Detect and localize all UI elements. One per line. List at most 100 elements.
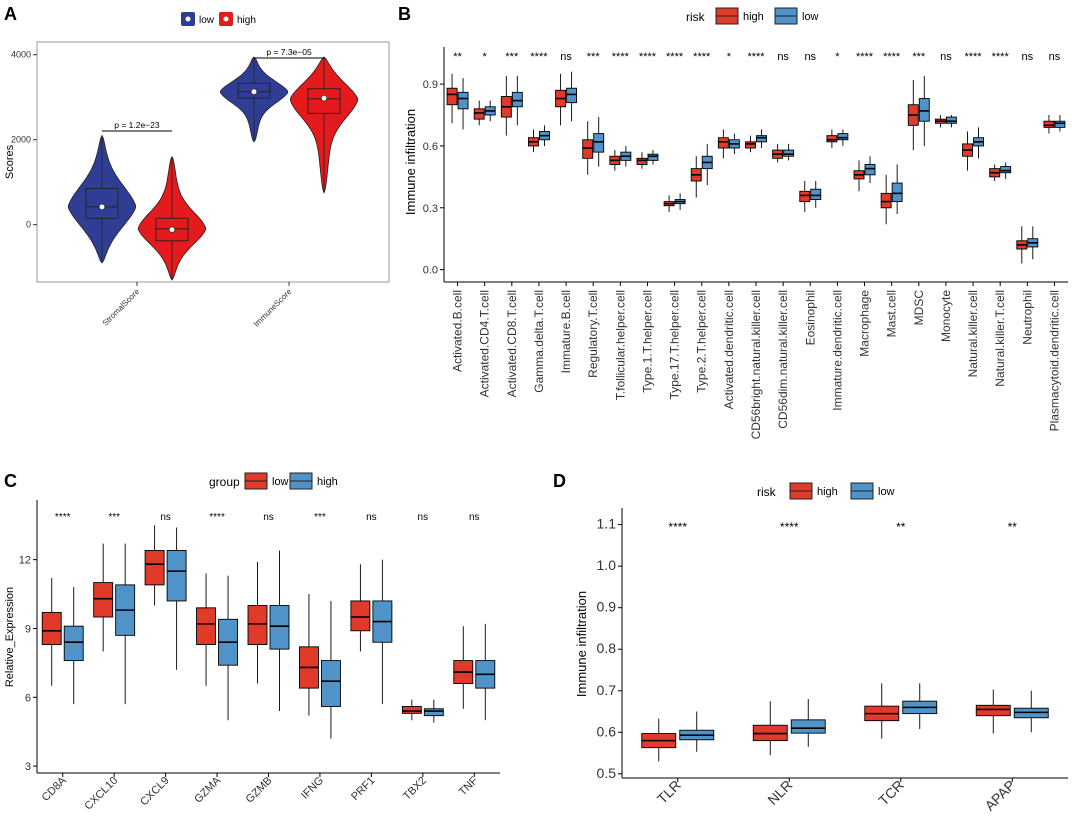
significance-label: ns: [560, 51, 572, 63]
violin-low-stromalscore: [67, 134, 136, 264]
box-low: [93, 582, 114, 618]
x-tick-label: Type.2.T.helper.cell: [695, 290, 709, 393]
significance-label: ****: [639, 51, 657, 63]
y-tick-label: 0.5: [597, 765, 617, 781]
panel-d-letter: D: [553, 471, 566, 491]
x-tick-label: Neutrophil: [1020, 290, 1034, 345]
x-tick-label: MDSC: [912, 290, 926, 326]
mean-point: [320, 94, 328, 102]
box-high: [269, 605, 290, 650]
panel-b-letter: B: [398, 4, 411, 24]
panel-c: Relative_Expression group low high 3 6 9 12…: [4, 472, 500, 813]
y-tick-label: 0.0: [423, 265, 438, 277]
box-outline: [155, 217, 189, 242]
legend-low-label: low: [272, 476, 289, 488]
y-tick-label: 0.9: [423, 79, 438, 91]
box-low: [401, 706, 422, 714]
x-tick-label: TLR: [654, 777, 684, 807]
x-tick-label: Natural.killer.T.cell: [993, 290, 1007, 387]
legend-low-label: low: [802, 11, 819, 23]
box-high: [320, 660, 341, 707]
significance-label: ****: [666, 51, 684, 63]
significance-label: **: [896, 520, 906, 534]
significance-label: ns: [940, 51, 952, 63]
significance-label: ****: [883, 51, 901, 63]
y-tick-label: 9: [25, 623, 31, 635]
x-tick-label: Immature.B.cell: [559, 290, 573, 373]
panel-a: Scores 0 2000 4000 StromalScore ImmuneScore p…: [4, 12, 390, 329]
x-tick-label: Macrophage: [858, 290, 872, 357]
x-tick-label: CXCL9: [138, 775, 172, 809]
x-tick-label: Monocyte: [939, 290, 953, 342]
panel-c-letter: C: [4, 471, 17, 491]
panel-c-ylabel: Relative_Expression: [4, 587, 16, 687]
y-tick-label: 2000: [11, 135, 31, 145]
significance-label: ****: [55, 512, 71, 523]
box-low: [810, 188, 822, 200]
y-tick-label: 4000: [11, 50, 31, 60]
y-tick-label: 0.8: [597, 640, 617, 656]
box-high: [636, 157, 648, 165]
x-tick-label: StromalScore: [101, 287, 142, 328]
box-high: [1043, 120, 1055, 128]
x-tick-label: CD56dim.natural.killer.cell: [776, 290, 790, 429]
box-high: [826, 135, 838, 143]
box-high: [473, 108, 485, 120]
significance-label: *: [835, 51, 840, 63]
box-low: [41, 611, 62, 645]
x-tick-label: GZMA: [192, 774, 223, 805]
significance-label: ****: [992, 51, 1010, 63]
significance-label: ****: [856, 51, 874, 63]
significance-label: ****: [612, 51, 630, 63]
x-tick-label: NLR: [764, 777, 795, 808]
mean-point: [98, 203, 106, 210]
legend-high-label: high: [237, 15, 256, 26]
x-tick-label: Activated.B.cell: [451, 290, 465, 372]
x-tick-label: Gamma.delta.T.cell: [532, 290, 546, 393]
significance-label: *: [483, 51, 488, 63]
box-low: [837, 133, 849, 141]
legend-high-label: high: [317, 476, 338, 488]
box-high: [717, 137, 729, 149]
panel-a-legend: low high: [181, 12, 256, 26]
panel-a-marks: 0 2000 4000 StromalScore ImmuneScore p = 1.2e…: [11, 47, 359, 329]
x-tick-label: Plasmacytoid.dendritic.cell: [1047, 290, 1061, 431]
x-tick-label: Natural.killer.cell: [966, 290, 980, 377]
box-high: [975, 704, 1011, 717]
x-tick-label: CD8A: [40, 774, 70, 804]
box-low: [783, 149, 795, 157]
x-tick-label: Mast.cell: [885, 290, 899, 337]
box-low: [756, 135, 767, 143]
box-high: [166, 550, 187, 602]
x-tick-label: Activated.CD4.T.cell: [478, 290, 492, 397]
box-low: [891, 182, 903, 203]
box-high: [446, 87, 458, 106]
significance-label: ****: [693, 51, 711, 63]
legend-high-label: high: [743, 11, 764, 23]
mean-point: [250, 88, 258, 95]
mean-point: [168, 226, 176, 233]
box-low: [945, 116, 957, 124]
y-tick-label: 1.0: [597, 557, 617, 573]
x-tick-label: Activated.dendritic.cell: [722, 290, 736, 409]
box-high: [880, 192, 892, 209]
significance-label: ****: [780, 520, 799, 534]
box-low: [864, 164, 876, 176]
box-low: [566, 87, 578, 104]
significance-label: **: [453, 51, 462, 63]
legend-low-label: low: [199, 15, 215, 26]
panel-b-ylabel: Immune infiltration: [403, 109, 418, 215]
significance-label: *: [727, 51, 732, 63]
pvalue-label: p = 1.2e−23: [114, 120, 160, 130]
box-low: [144, 550, 165, 586]
x-tick-label: TBX2: [401, 775, 429, 803]
significance-label: **: [1008, 520, 1018, 534]
x-tick-label: ImmuneScore: [252, 287, 294, 329]
significance-label: ****: [668, 520, 687, 534]
x-tick-label: Immature.dendritic.cell: [830, 290, 844, 411]
box-high: [423, 708, 444, 717]
legend-low-dot: [185, 16, 191, 22]
box-outline: [307, 88, 341, 114]
significance-label: ns: [469, 512, 480, 523]
box-low: [1054, 120, 1066, 128]
